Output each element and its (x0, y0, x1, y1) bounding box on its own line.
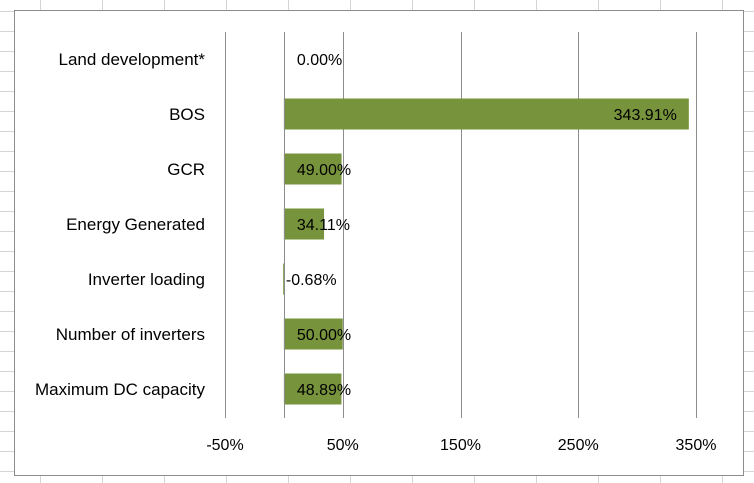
data-label: 0.00% (297, 52, 342, 69)
category-label: BOS (169, 105, 205, 124)
bar (283, 373, 342, 405)
x-tick-label: 150% (440, 437, 481, 454)
chart-frame (14, 10, 744, 476)
x-tick-label: -50% (206, 437, 243, 454)
data-labels: 0.00% 343.91% 49.00% 34.11% -0.68% 50.00% 48.8… (286, 52, 677, 399)
data-label: 50.00% (297, 327, 351, 344)
bar (283, 98, 689, 130)
data-label: 48.89% (297, 382, 351, 399)
x-tick-label: 250% (558, 437, 599, 454)
bar (283, 208, 325, 240)
bar (283, 263, 284, 295)
bar (283, 153, 342, 185)
bar (283, 318, 343, 350)
bars (283, 98, 689, 405)
category-label: Energy Generated (66, 215, 205, 234)
category-labels: Land development* BOS GCR Energy Generated I… (35, 50, 206, 399)
category-label: Maximum DC capacity (35, 380, 206, 399)
category-label: Land development* (58, 50, 205, 69)
category-label: Number of inverters (56, 325, 205, 344)
data-label: 34.11% (297, 217, 350, 234)
x-tick-labels: -50% 50% 150% 250% 350% (206, 437, 716, 454)
x-tick-label: 350% (676, 437, 717, 454)
data-label: 343.91% (614, 107, 677, 124)
gridlines (225, 32, 697, 418)
data-label: 49.00% (297, 162, 351, 179)
category-label: Inverter loading (88, 270, 205, 289)
category-label: GCR (167, 160, 205, 179)
x-tick-label: 50% (327, 437, 359, 454)
data-label: -0.68% (286, 272, 337, 289)
